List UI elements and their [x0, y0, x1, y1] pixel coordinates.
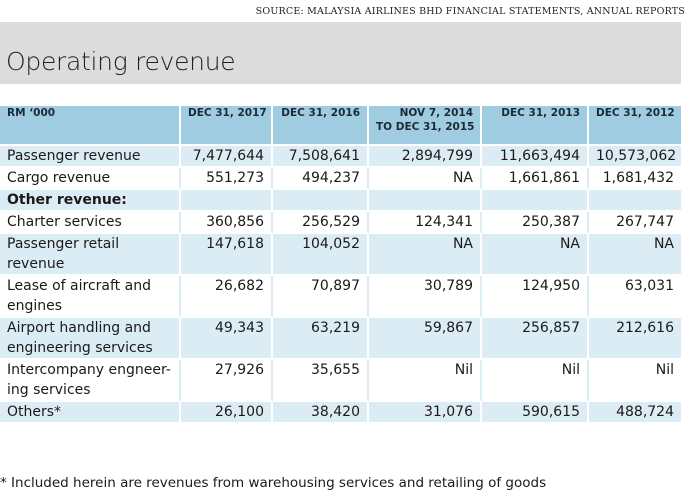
- page-title: Operating revenue: [6, 47, 236, 76]
- title-band: [0, 22, 681, 84]
- cell-value: 26,100: [181, 402, 273, 424]
- header-dec-2016: DEC 31, 2016: [273, 106, 369, 146]
- cell-value: 27,926: [181, 360, 273, 402]
- cell-value: NA: [589, 234, 681, 276]
- cell-value: 59,867: [369, 318, 482, 360]
- cell-value: 26,682: [181, 276, 273, 318]
- cell-value: 267,747: [589, 212, 681, 234]
- header-dec-2013: DEC 31, 2013: [482, 106, 589, 146]
- cell-value: Nil: [589, 360, 681, 402]
- table-row: Cargo revenue 551,273 494,237 NA 1,661,861 1,…: [0, 168, 681, 190]
- cell-value: 256,529: [273, 212, 369, 234]
- cell-value: 63,031: [589, 276, 681, 318]
- cell-value: 212,616: [589, 318, 681, 360]
- footnote: * Included herein are revenues from ware…: [0, 475, 547, 491]
- row-label: Intercompany engneer-ing services: [0, 360, 181, 402]
- row-label: Passenger revenue: [0, 146, 181, 168]
- cell-value: NA: [482, 234, 589, 276]
- cell-value: 590,615: [482, 402, 589, 424]
- cell-value: 1,661,861: [482, 168, 589, 190]
- cell-value: 10,573,062: [589, 146, 681, 168]
- cell-value: 124,341: [369, 212, 482, 234]
- cell-value: 147,618: [181, 234, 273, 276]
- cell-value: 7,508,641: [273, 146, 369, 168]
- header-unit: RM ‘000: [0, 106, 181, 146]
- cell-value: Nil: [369, 360, 482, 402]
- cell-value: [482, 190, 589, 212]
- header-dec-2017: DEC 31, 2017: [181, 106, 273, 146]
- table-row: Passenger retail revenue 147,618 104,052 NA…: [0, 234, 681, 276]
- row-label: Cargo revenue: [0, 168, 181, 190]
- cell-value: 1,681,432: [589, 168, 681, 190]
- table-row: Others* 26,100 38,420 31,076 590,615 488,724: [0, 402, 681, 424]
- table-row: Charter services 360,856 256,529 124,341 250…: [0, 212, 681, 234]
- table-row: Lease of aircraft and engines 26,682 70,89…: [0, 276, 681, 318]
- cell-value: NA: [369, 234, 482, 276]
- table-row: Airport handling and engineering service…: [0, 318, 681, 360]
- cell-value: 488,724: [589, 402, 681, 424]
- cell-value: 30,789: [369, 276, 482, 318]
- cell-value: 360,856: [181, 212, 273, 234]
- cell-value: 70,897: [273, 276, 369, 318]
- row-label: Airport handling and engineering service…: [0, 318, 181, 360]
- section-row: Other revenue:: [0, 190, 681, 212]
- row-label: Other revenue:: [0, 190, 181, 212]
- cell-value: 63,219: [273, 318, 369, 360]
- row-label: Charter services: [0, 212, 181, 234]
- revenue-table: RM ‘000 DEC 31, 2017 DEC 31, 2016 NOV 7,…: [0, 106, 681, 424]
- cell-value: 104,052: [273, 234, 369, 276]
- row-label: Lease of aircraft and engines: [0, 276, 181, 318]
- table-row: Passenger revenue 7,477,644 7,508,641 2,894…: [0, 146, 681, 168]
- cell-value: 551,273: [181, 168, 273, 190]
- cell-value: 35,655: [273, 360, 369, 402]
- source-credit: SOURCE: MALAYSIA AIRLINES BHD FINANCIAL …: [255, 6, 685, 17]
- row-label: Others*: [0, 402, 181, 424]
- cell-value: 11,663,494: [482, 146, 589, 168]
- cell-value: 494,237: [273, 168, 369, 190]
- cell-value: 7,477,644: [181, 146, 273, 168]
- cell-value: [181, 190, 273, 212]
- cell-value: 250,387: [482, 212, 589, 234]
- cell-value: [589, 190, 681, 212]
- cell-value: 38,420: [273, 402, 369, 424]
- table-row: Intercompany engneer-ing services 27,926 3…: [0, 360, 681, 402]
- cell-value: [273, 190, 369, 212]
- cell-value: 31,076: [369, 402, 482, 424]
- row-label: Passenger retail revenue: [0, 234, 181, 276]
- header-nov-2014-dec-2015: NOV 7, 2014 TO DEC 31, 2015: [369, 106, 482, 146]
- cell-value: NA: [369, 168, 482, 190]
- cell-value: 256,857: [482, 318, 589, 360]
- cell-value: [369, 190, 482, 212]
- cell-value: Nil: [482, 360, 589, 402]
- cell-value: 124,950: [482, 276, 589, 318]
- header-row: RM ‘000 DEC 31, 2017 DEC 31, 2016 NOV 7,…: [0, 106, 681, 146]
- cell-value: 49,343: [181, 318, 273, 360]
- header-dec-2012: DEC 31, 2012: [589, 106, 681, 146]
- cell-value: 2,894,799: [369, 146, 482, 168]
